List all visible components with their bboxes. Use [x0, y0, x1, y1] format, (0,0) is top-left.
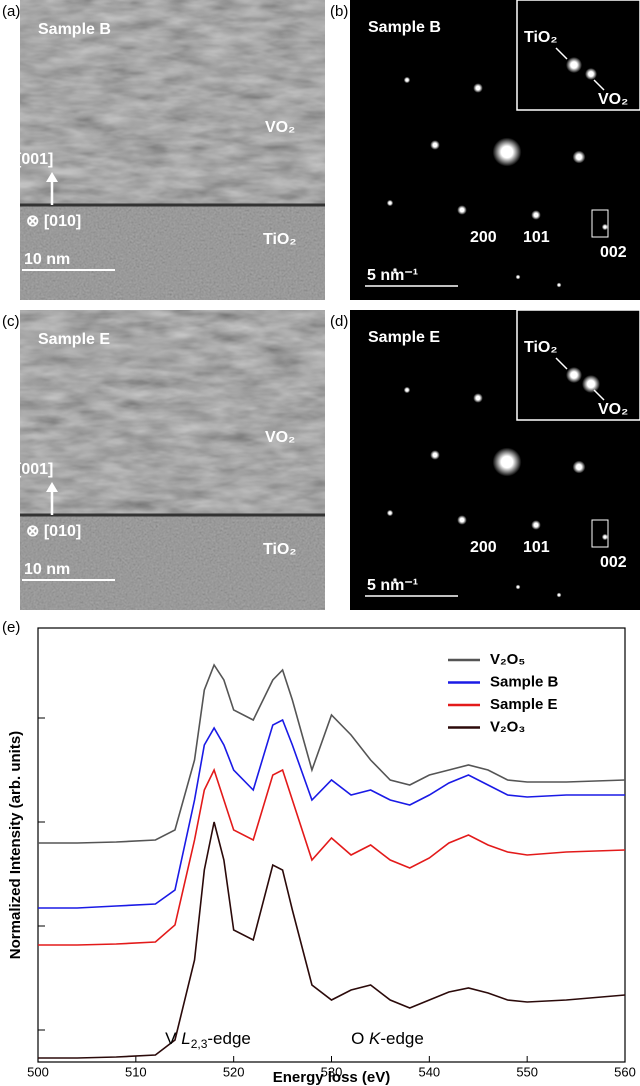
diffraction-spot — [387, 510, 393, 516]
panel-label: (a) — [2, 3, 20, 20]
panel-label: (b) — [330, 3, 348, 20]
annotation-part: 2,3 — [191, 1037, 208, 1051]
x-tick-label: 510 — [125, 1064, 147, 1079]
y-axis-label: Normalized Intensity (arb. units) — [7, 731, 24, 959]
annotation-part: K — [369, 1029, 381, 1048]
legend-label: Sample E — [490, 696, 558, 713]
diffraction-spot — [573, 151, 586, 164]
diffraction-spot — [573, 461, 586, 474]
inset-label: VO₂ — [598, 91, 628, 108]
sample-label: Sample E — [368, 329, 440, 346]
figure: Sample B VO₂ [001] ⊗ [010] TiO₂ 10 nm (a) TiO₂ V… — [0, 0, 640, 1086]
x-axis-label: Energy loss (eV) — [273, 1069, 391, 1086]
scale-label: 5 nm⁻¹ — [367, 267, 418, 284]
spot-label: 200 — [470, 229, 497, 246]
annotation-part: O — [351, 1029, 369, 1048]
diffraction-spot — [531, 520, 541, 530]
edge-annotation: V L2,3-edge — [165, 1029, 251, 1051]
x-tick-label: 560 — [614, 1064, 636, 1079]
diffraction-spot — [602, 534, 608, 540]
zone-label: ⊗ [010] — [26, 523, 81, 540]
inset-spot — [566, 367, 582, 383]
spectrum-line — [38, 665, 625, 843]
x-tick-label: 500 — [27, 1064, 49, 1079]
diffraction-spot — [531, 210, 541, 220]
spot-label: 101 — [523, 229, 550, 246]
diffraction-spot — [404, 387, 410, 393]
sample-label: Sample B — [38, 21, 111, 38]
diffraction-spot — [493, 138, 522, 167]
panel-label: (c) — [2, 313, 20, 330]
direction-label: [001] — [16, 151, 53, 168]
substrate-label: TiO₂ — [263, 231, 296, 248]
film-label: VO₂ — [265, 429, 295, 446]
plot-frame — [38, 628, 625, 1062]
substrate-label: TiO₂ — [263, 541, 296, 558]
scale-label: 10 nm — [24, 251, 70, 268]
sample-label: Sample B — [368, 19, 441, 36]
diffraction-spot — [457, 205, 467, 215]
inset-spot — [566, 57, 582, 73]
legend-label: V₂O₅ — [490, 651, 525, 668]
legend-label: V₂O₃ — [490, 718, 525, 735]
diffraction-spot — [557, 283, 562, 288]
zone-label: ⊗ [010] — [26, 213, 81, 230]
edge-annotation: O K-edge — [351, 1029, 424, 1048]
spectrum-line — [38, 822, 625, 1058]
sample-label: Sample E — [38, 331, 110, 348]
annotation-part: V — [165, 1029, 181, 1048]
inset-label: TiO₂ — [524, 339, 557, 356]
diffraction-spot — [516, 275, 521, 280]
spot-label: 002 — [600, 554, 627, 571]
inset-spot — [585, 68, 597, 80]
x-tick-label: 540 — [418, 1064, 440, 1079]
film-label: VO₂ — [265, 119, 295, 136]
diffraction-spot — [473, 393, 483, 403]
panel-label: (e) — [2, 619, 20, 636]
spot-label: 002 — [600, 244, 627, 261]
diffraction-spot — [557, 593, 562, 598]
scale-label: 5 nm⁻¹ — [367, 577, 418, 594]
spectrum-line — [38, 720, 625, 908]
diffraction-spot — [516, 585, 521, 590]
x-tick-label: 550 — [516, 1064, 538, 1079]
diffraction-spot — [430, 450, 440, 460]
diffraction-spot — [430, 140, 440, 150]
annotation-part: -edge — [380, 1029, 423, 1048]
diffraction-spot — [602, 224, 608, 230]
spot-label: 200 — [470, 539, 497, 556]
diffraction-spot — [387, 200, 393, 206]
panel-label: (d) — [330, 313, 348, 330]
x-tick-label: 520 — [223, 1064, 245, 1079]
diffraction-spot — [404, 77, 410, 83]
inset-label: VO₂ — [598, 401, 628, 418]
inset-spot — [582, 375, 600, 393]
inset-label: TiO₂ — [524, 29, 557, 46]
annotation-part: L — [181, 1029, 190, 1048]
legend-label: Sample B — [490, 673, 559, 690]
diffraction-spot — [473, 83, 483, 93]
annotation-part: -edge — [207, 1029, 250, 1048]
spot-label: 101 — [523, 539, 550, 556]
diffraction-spot — [493, 448, 522, 477]
diffraction-spot — [457, 515, 467, 525]
direction-label: [001] — [16, 461, 53, 478]
scale-label: 10 nm — [24, 561, 70, 578]
